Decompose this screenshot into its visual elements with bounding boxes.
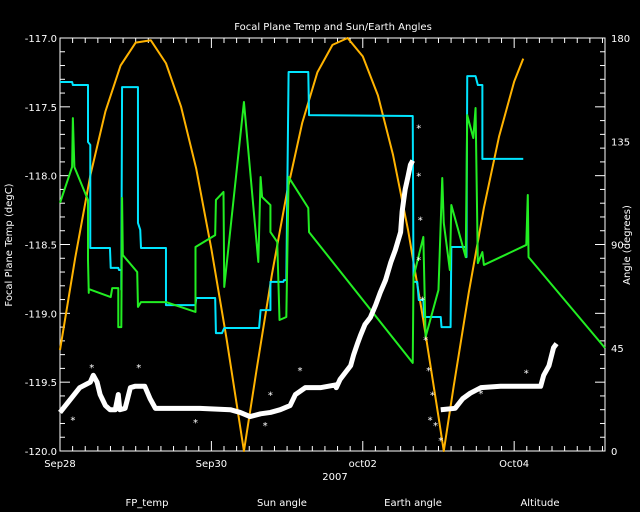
series-fp-temp-point: * xyxy=(430,391,435,402)
series-fp-temp-point: * xyxy=(268,391,273,402)
series-fp-temp-point: * xyxy=(263,421,268,432)
series-fp-temp-point: * xyxy=(423,335,428,346)
y2-tick-label: 0 xyxy=(611,447,617,458)
series-fp-temp-point: * xyxy=(478,389,483,400)
legend: FP_temp Sun angle Earth angle Altitude xyxy=(126,498,560,509)
legend-fp-temp: FP_temp xyxy=(126,498,169,509)
y-tick-label: -119.5 xyxy=(25,378,57,389)
series-fp-temp-point: * xyxy=(426,366,431,377)
y-axis-label: Focal Plane Temp (degC) xyxy=(4,183,15,306)
series-fp-temp-point: * xyxy=(416,172,421,183)
series-fp-temp-point: * xyxy=(428,415,433,426)
x-tick-label: Sep28 xyxy=(44,459,76,470)
series-fp-temp-line xyxy=(440,342,559,413)
y2-axis-label: Angle (degrees) xyxy=(622,205,633,285)
legend-sun-angle: Sun angle xyxy=(257,498,307,509)
series-fp-temp-point: * xyxy=(433,421,438,432)
y-tick-label: -118.0 xyxy=(25,172,57,183)
y-tick-label: -120.0 xyxy=(25,447,57,458)
y-tick-label: -117.0 xyxy=(25,34,57,45)
y2-tick-label: 90 xyxy=(611,241,624,252)
y2-tick-label: 135 xyxy=(611,137,630,148)
series-fp-temp-line xyxy=(58,159,415,420)
series-earth-angle-line xyxy=(59,101,606,364)
legend-altitude: Altitude xyxy=(520,498,559,509)
series-fp-temp-point: * xyxy=(416,256,421,267)
series-fp-temp-point: * xyxy=(193,418,198,429)
x-tick-label: Oct04 xyxy=(499,459,529,470)
series-fp-temp-point: * xyxy=(70,415,75,426)
series-fp-temp-point: * xyxy=(136,363,141,374)
series-fp-temp-point: * xyxy=(416,123,421,134)
series-sun-angle-line xyxy=(60,70,524,335)
y-tick-label: -117.5 xyxy=(25,103,57,114)
y2-tick-label: 45 xyxy=(611,344,624,355)
x-tick-label: oct02 xyxy=(349,459,377,470)
chart-title: Focal Plane Temp and Sun/Earth Angles xyxy=(234,22,432,33)
y2-tick-label: 180 xyxy=(611,34,630,45)
series-fp-temp-point: * xyxy=(438,436,443,447)
legend-earth-angle: Earth angle xyxy=(384,498,442,509)
series-fp-temp-point: * xyxy=(297,366,302,377)
y-tick-label: -118.5 xyxy=(25,241,57,252)
series-fp-temp-point: * xyxy=(418,216,423,227)
y-tick-label: -119.0 xyxy=(25,309,57,320)
series-fp-temp-point: * xyxy=(89,363,94,374)
x-tick-label: Sep30 xyxy=(196,459,228,470)
series-fp-temp-point: * xyxy=(524,369,529,380)
x-axis-label: 2007 xyxy=(322,472,347,483)
series-fp-temp-point: * xyxy=(420,296,425,307)
